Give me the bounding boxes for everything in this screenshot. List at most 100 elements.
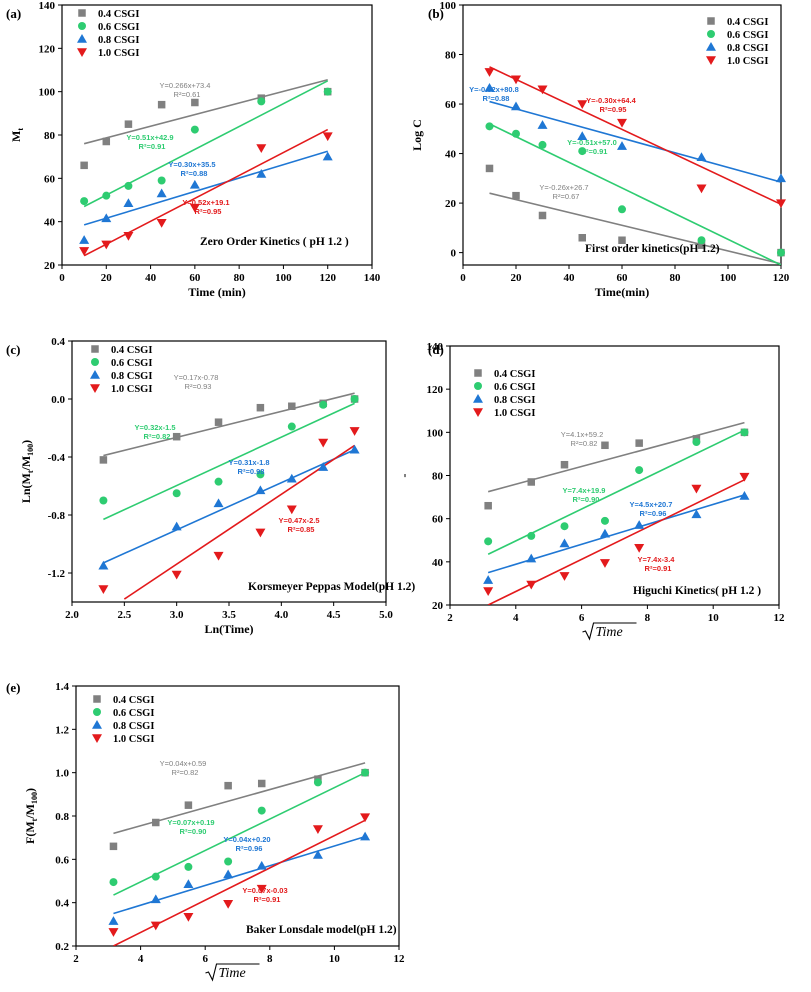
data-point [777, 248, 785, 257]
data-point [171, 521, 182, 531]
y-tick-label: -0.8 [48, 510, 66, 522]
y-tick-label: 0 [451, 248, 457, 260]
y-tick-label: 0.8 [55, 811, 69, 823]
fit-equation: Y=0.31x-1.8 [228, 458, 269, 467]
data-point [224, 781, 232, 790]
data-point [101, 213, 112, 223]
x-tick-label: 80 [670, 272, 682, 284]
y-tick-label: -0.4 [48, 452, 66, 464]
data-point [214, 477, 223, 486]
y-tick-label: 20 [445, 198, 457, 210]
data-point [286, 505, 297, 515]
fit-r-squared: R²=0.91 [254, 895, 281, 904]
fit-r-squared: R²=0.85 [288, 525, 315, 534]
legend-marker [474, 369, 482, 377]
data-point [189, 179, 200, 189]
fit-equation: Y=0.04x+0.59 [160, 759, 207, 768]
data-point [559, 572, 570, 581]
data-point [600, 516, 609, 525]
fit-line-0-4-csgi [113, 762, 366, 835]
fit-line-0-4-csgi [103, 392, 355, 457]
legend-entry: 0.6 CSGI [111, 358, 152, 369]
fit-equation: Y=-0.26x+26.7 [539, 183, 588, 192]
legend-marker [90, 384, 100, 393]
fit-r-squared: R²=0.88 [483, 94, 510, 103]
data-point [739, 472, 750, 482]
data-point [101, 240, 112, 250]
panel-label: (b) [428, 6, 444, 21]
data-point [634, 520, 645, 529]
data-point [191, 98, 199, 107]
y-tick-label: -1.2 [48, 568, 66, 580]
x-tick-label: 2.5 [117, 609, 131, 621]
x-tick-label: 8 [267, 953, 273, 965]
data-point [156, 188, 167, 198]
data-point [157, 100, 166, 109]
data-point [697, 241, 706, 249]
fit-equation: Y=0.51x+42.9 [126, 133, 173, 142]
x-tick-label: 2.0 [65, 609, 79, 621]
data-point [124, 181, 133, 190]
data-point [537, 85, 548, 95]
legend-entry: 1.0 CSGI [98, 48, 139, 59]
legend-entry: 0.4 CSGI [111, 345, 152, 356]
data-point [776, 173, 786, 183]
data-point [150, 921, 161, 931]
data-point [256, 144, 267, 153]
data-point [691, 484, 702, 494]
data-point [108, 928, 119, 937]
data-point [618, 236, 626, 244]
x-tick-label: 4.0 [274, 609, 288, 621]
fit-r-squared: R²=0.91 [139, 142, 166, 151]
data-point [692, 438, 701, 447]
fit-line-1-0-csgi [83, 128, 329, 257]
data-point [256, 403, 265, 412]
x-axis-title: Ln(Time) [204, 622, 253, 636]
data-point [224, 857, 233, 866]
data-point [360, 831, 371, 841]
legend-marker [77, 48, 87, 57]
legend-marker [92, 734, 102, 743]
fit-equation: Y=0.17x-0.78 [174, 373, 219, 382]
legend-entry: 1.0 CSGI [494, 408, 535, 419]
y-axis-title: Ln(Mt/M100) [19, 440, 35, 503]
y-axis-title: Log C [410, 119, 424, 151]
fit-r-squared: R²=0.93 [185, 382, 212, 391]
data-point [538, 211, 547, 220]
data-point [288, 402, 296, 410]
legend-entry: 0.8 CSGI [113, 721, 154, 732]
x-tick-label: 140 [364, 272, 381, 284]
data-point [697, 236, 706, 245]
fit-r-squared: R²=0.95 [600, 105, 627, 114]
model-title: Korsmeyer Peppas Model(pH 1.2) [248, 581, 415, 593]
x-tick-label: 0 [460, 272, 466, 284]
data-point [313, 778, 322, 787]
data-point [172, 489, 181, 498]
legend-marker [78, 22, 86, 30]
y-tick-label: 100 [39, 87, 56, 99]
fit-equation: Y=0.30x+35.5 [168, 160, 215, 169]
y-tick-label: 100 [427, 427, 444, 439]
y-axis-title: - [397, 474, 411, 478]
y-tick-label: 100 [440, 0, 457, 12]
legend-entry: 0.8 CSGI [727, 43, 768, 54]
fit-line-0-8-csgi [83, 150, 328, 226]
fit-r-squared: R²=0.96 [236, 844, 263, 853]
fit-line-0-8-csgi [489, 100, 781, 183]
x-tick-label: 4.5 [327, 609, 341, 621]
y-tick-label: 40 [432, 557, 444, 569]
x-tick-label: 2 [447, 612, 453, 624]
data-point [740, 428, 749, 437]
data-point [696, 152, 707, 162]
x-tick-label: 20 [511, 272, 523, 284]
data-point [601, 441, 609, 450]
fit-r-squared: R²=0.96 [640, 509, 667, 518]
data-point [223, 869, 234, 879]
fit-line-0-6-csgi [103, 402, 355, 521]
x-tick-label: 60 [189, 272, 201, 284]
x-tick-label: 100 [720, 272, 737, 284]
data-point [190, 125, 199, 134]
svg-text:Time: Time [596, 625, 623, 640]
data-point [214, 418, 223, 426]
